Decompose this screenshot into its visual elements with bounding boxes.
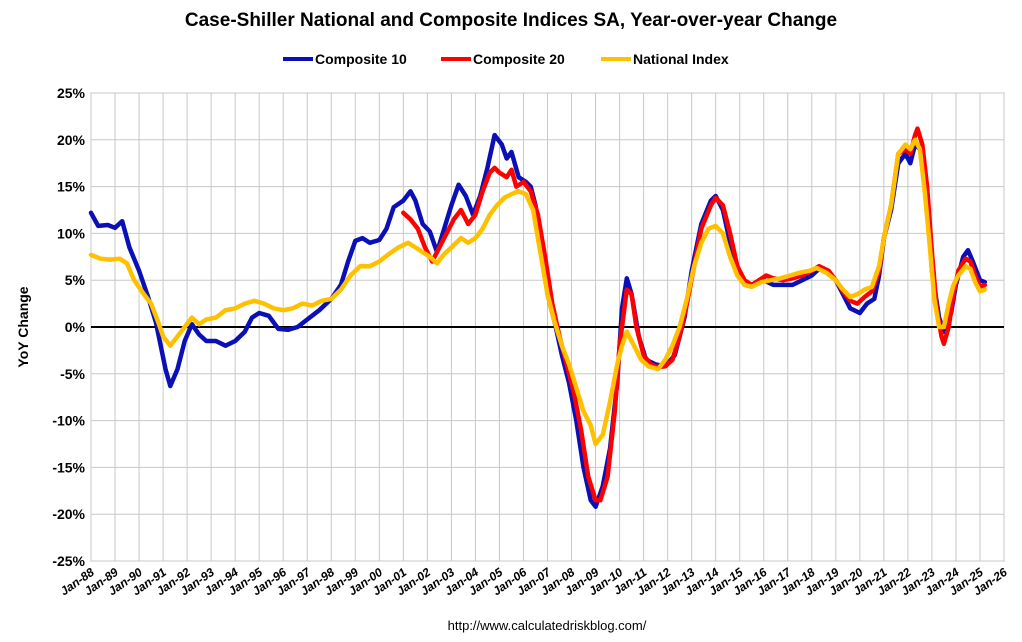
y-axis-label: YoY Change xyxy=(15,286,31,367)
y-tick-label: -20% xyxy=(52,506,85,522)
y-tick-label: -10% xyxy=(52,413,85,429)
source-url: http://www.calculatedriskblog.com/ xyxy=(448,618,647,633)
series-line xyxy=(88,137,988,447)
x-tick-labels: Jan-88Jan-89Jan-90Jan-91Jan-92Jan-93Jan-… xyxy=(58,564,1010,598)
legend-label: National Index xyxy=(633,51,729,67)
y-tick-label: 25% xyxy=(57,85,86,101)
y-tick-label: 15% xyxy=(57,179,86,195)
y-tick-label: 20% xyxy=(57,132,86,148)
y-tick-label: 5% xyxy=(65,272,86,288)
legend-label: Composite 20 xyxy=(473,51,565,67)
y-tick-label: -15% xyxy=(52,459,85,475)
legend-label: Composite 10 xyxy=(315,51,407,67)
y-tick-label: -25% xyxy=(52,553,85,569)
y-tick-label: -5% xyxy=(60,366,85,382)
chart-title: Case-Shiller National and Composite Indi… xyxy=(185,10,837,31)
legend: Composite 10 Composite 20 National Index xyxy=(283,51,729,67)
series-lines xyxy=(88,126,988,509)
y-tick-labels: 25% 20% 15% 10% 5% 0% -5% -10% -15% -20% -25% xyxy=(52,85,85,569)
y-tick-label: 0% xyxy=(65,319,86,335)
series-line xyxy=(401,126,988,503)
y-tick-label: 10% xyxy=(57,225,86,241)
